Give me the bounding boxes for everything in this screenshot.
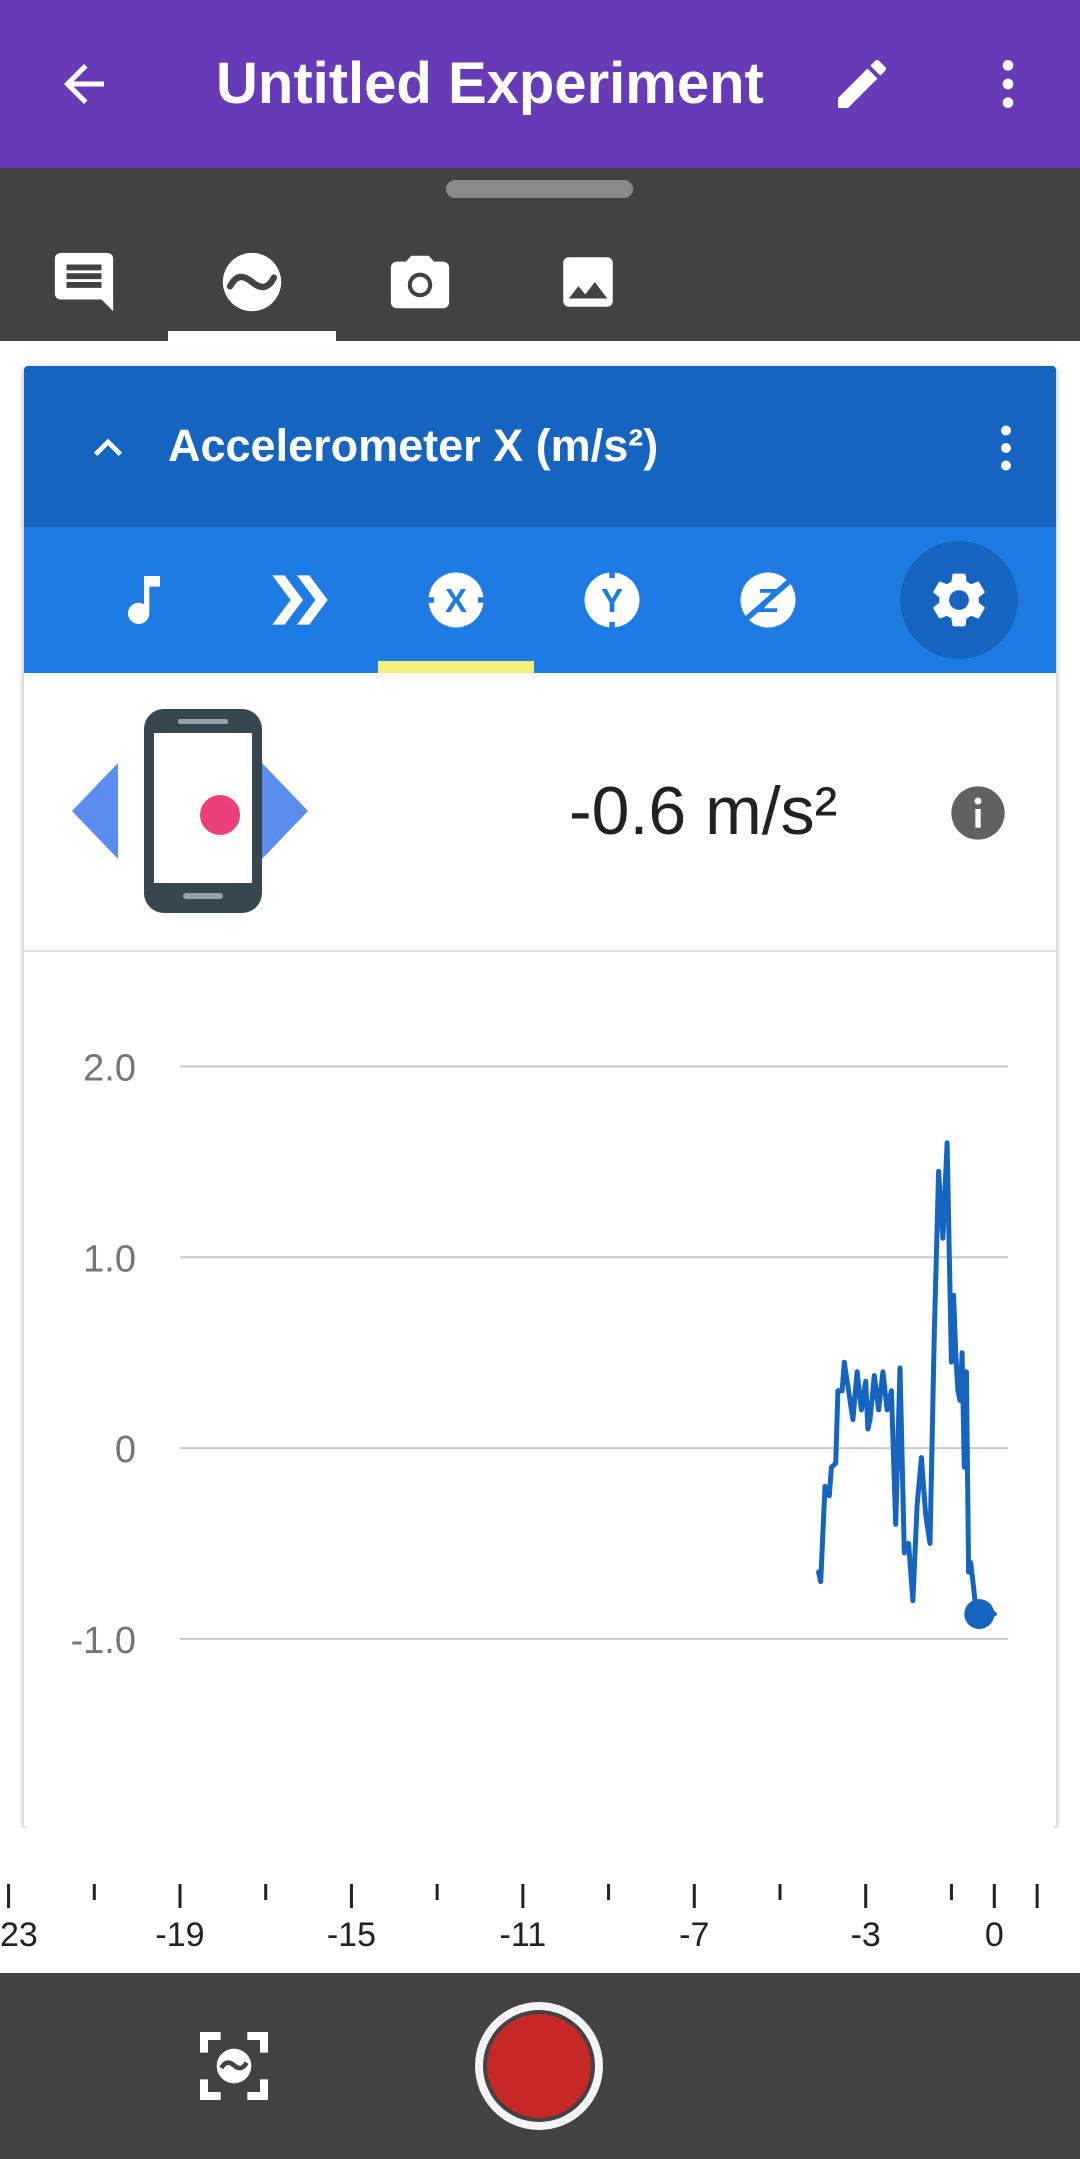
current-value-point [964, 1599, 995, 1630]
snapshot-button[interactable] [186, 2018, 282, 2114]
y-tick-labels: 2.0 1.0 0 -1.0 [71, 1047, 136, 1661]
overflow-menu-button[interactable] [966, 42, 1050, 126]
svg-text:Y: Y [601, 582, 623, 619]
sensor-selector-row: X Y Z [24, 527, 1056, 673]
sensor-tab-speed[interactable] [222, 527, 378, 673]
back-button[interactable] [42, 42, 126, 126]
selected-tab-indicator [168, 331, 336, 341]
sensor-tab-accel-z[interactable]: Z [690, 527, 846, 673]
tab-notes[interactable] [0, 222, 168, 341]
gear-icon [933, 573, 985, 627]
x-tick-label: -7 [679, 1916, 709, 1954]
y-gridlines [180, 1065, 1008, 1640]
selected-sensor-indicator [378, 661, 534, 673]
app-bar: Untitled Experiment [0, 0, 1080, 168]
y-tick-label: 1.0 [83, 1238, 136, 1280]
camera-icon [390, 255, 450, 308]
y-tick-label: -1.0 [71, 1620, 136, 1662]
accelerometer-line [816, 1140, 997, 1617]
info-icon [951, 786, 1005, 840]
snapshot-icon [200, 2032, 268, 2100]
edit-button[interactable] [820, 42, 904, 126]
record-button[interactable] [470, 1997, 608, 2135]
axis-x-icon: X [424, 572, 488, 628]
page-title: Untitled Experiment [216, 51, 764, 116]
tab-gallery[interactable] [504, 222, 672, 341]
more-vert-icon [1002, 60, 1014, 108]
time-axis[interactable]: 23 -19 -15 -11 -7 -3 0 [0, 1828, 1080, 1973]
music-note-icon [128, 576, 160, 625]
y-tick-label: 2.0 [83, 1047, 136, 1089]
info-button[interactable] [938, 773, 1018, 853]
x-tick-label: -11 [500, 1916, 547, 1954]
sensor-tab-audio[interactable] [66, 527, 222, 673]
sensor-title: Accelerometer X (m/s²) [168, 420, 659, 471]
x-tick-label: -3 [851, 1916, 881, 1954]
x-tick-label: 0 [985, 1916, 1004, 1954]
card-menu-button[interactable] [968, 410, 1044, 486]
tab-sensors[interactable] [168, 222, 336, 341]
y-tick-label: 0 [115, 1429, 136, 1471]
x-tick-labels: 23 -19 -15 -11 -7 -3 0 [0, 1916, 1004, 1954]
pencil-icon [838, 59, 887, 108]
axis-z-icon: Z [740, 572, 796, 628]
x-tick-marks [7, 1884, 1039, 1908]
sensor-wave-icon [222, 252, 282, 311]
reading-row: -0.6 m/s² [24, 673, 1056, 952]
more-vert-icon [1001, 425, 1011, 471]
sensor-settings-button[interactable] [900, 541, 1018, 659]
sensor-tab-accel-x[interactable]: X [378, 527, 534, 673]
sensor-card: Accelerometer X (m/s²) X Y Z [24, 366, 1056, 1828]
image-icon [563, 256, 613, 307]
collapse-button[interactable] [70, 410, 146, 486]
x-tick-label: 23 [0, 1916, 38, 1954]
x-tick-label: -19 [155, 1916, 204, 1954]
phone-tilt-icon [72, 709, 308, 913]
drag-handle[interactable] [446, 180, 633, 198]
record-button-icon [475, 2002, 603, 2130]
card-header: Accelerometer X (m/s²) [24, 366, 1056, 527]
svg-text:Z: Z [758, 582, 778, 619]
double-chevron-icon [272, 575, 328, 625]
arrow-back-icon [64, 64, 104, 104]
bottom-bar [0, 1973, 1080, 2159]
sensor-reading: -0.6 m/s² [569, 773, 838, 849]
sensor-tab-accel-y[interactable]: Y [534, 527, 690, 673]
comment-icon [54, 252, 114, 311]
svg-text:X: X [445, 582, 467, 619]
tab-camera[interactable] [336, 222, 504, 341]
chevron-up-icon [94, 438, 122, 456]
sensor-chart[interactable]: 2.0 1.0 0 -1.0 [24, 952, 1056, 1828]
axis-y-icon: Y [584, 568, 640, 632]
x-tick-label: -15 [327, 1916, 376, 1954]
